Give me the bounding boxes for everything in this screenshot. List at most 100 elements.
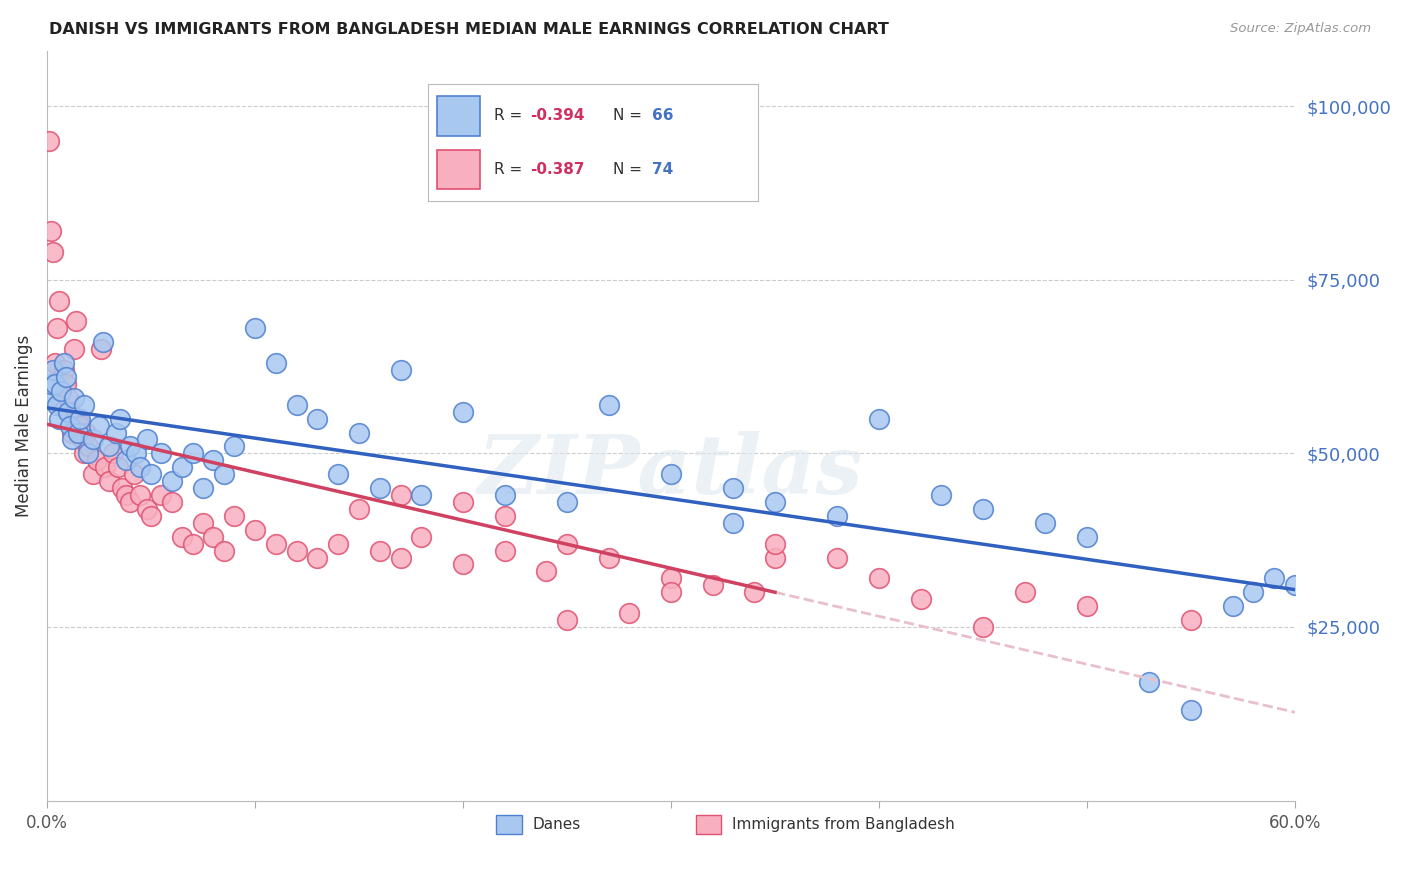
Point <box>181 536 204 550</box>
Point <box>56 391 79 405</box>
Point <box>107 460 129 475</box>
Point <box>191 516 214 530</box>
Point <box>763 536 786 550</box>
Point <box>451 558 474 572</box>
Y-axis label: Median Male Earnings: Median Male Earnings <box>15 334 32 516</box>
Point <box>264 536 287 550</box>
Point <box>120 495 142 509</box>
Point <box>555 495 578 509</box>
Point <box>115 453 138 467</box>
Point <box>150 446 173 460</box>
Point <box>51 384 73 398</box>
Point <box>77 439 100 453</box>
Point <box>82 467 104 482</box>
Point <box>125 446 148 460</box>
Point <box>172 460 194 475</box>
Point <box>60 425 83 440</box>
Point <box>44 356 66 370</box>
Point <box>1241 585 1264 599</box>
Point <box>411 488 433 502</box>
Text: Source: ZipAtlas.com: Source: ZipAtlas.com <box>1230 22 1371 36</box>
Point <box>108 411 131 425</box>
Point <box>763 495 786 509</box>
Point <box>59 405 82 419</box>
Point <box>67 411 90 425</box>
Point <box>307 411 329 425</box>
Point <box>135 433 157 447</box>
Point <box>46 398 69 412</box>
Point <box>389 550 412 565</box>
Point <box>122 467 145 482</box>
Point <box>42 363 65 377</box>
Point <box>972 502 994 516</box>
Point <box>326 536 349 550</box>
Point <box>56 405 79 419</box>
Point <box>827 550 849 565</box>
Point <box>224 439 246 453</box>
Point <box>55 370 77 384</box>
Point <box>224 508 246 523</box>
Point <box>59 418 82 433</box>
Point <box>48 411 70 425</box>
Point <box>619 606 641 620</box>
Point <box>212 467 235 482</box>
Text: ZIPatlas: ZIPatlas <box>478 431 863 510</box>
Point <box>1180 703 1202 717</box>
Point <box>243 321 266 335</box>
Point <box>494 508 516 523</box>
Point <box>120 439 142 453</box>
Point <box>98 474 121 488</box>
Point <box>65 314 87 328</box>
Text: DANISH VS IMMIGRANTS FROM BANGLADESH MEDIAN MALE EARNINGS CORRELATION CHART: DANISH VS IMMIGRANTS FROM BANGLADESH MED… <box>49 22 889 37</box>
Point <box>723 516 745 530</box>
Point <box>285 543 308 558</box>
Point <box>86 453 108 467</box>
Point <box>659 467 682 482</box>
Point <box>659 571 682 585</box>
Point <box>135 502 157 516</box>
Point <box>910 592 932 607</box>
Point <box>104 425 127 440</box>
Point <box>129 460 152 475</box>
Point <box>191 481 214 495</box>
Point <box>38 391 60 405</box>
Point <box>73 398 96 412</box>
Point <box>931 488 953 502</box>
Point <box>139 467 162 482</box>
Point <box>1035 516 1057 530</box>
Point <box>347 502 370 516</box>
Point <box>115 488 138 502</box>
Point <box>659 585 682 599</box>
Point <box>972 620 994 634</box>
Point <box>172 530 194 544</box>
Point <box>63 391 86 405</box>
Point <box>51 398 73 412</box>
Point <box>87 418 110 433</box>
Point <box>69 418 91 433</box>
Text: Danes: Danes <box>533 817 581 832</box>
Point <box>52 356 75 370</box>
Point <box>451 495 474 509</box>
Point <box>368 481 391 495</box>
Point <box>827 508 849 523</box>
Point <box>494 543 516 558</box>
Point <box>38 134 60 148</box>
Text: Immigrants from Bangladesh: Immigrants from Bangladesh <box>733 817 955 832</box>
Point <box>1284 578 1306 592</box>
Point <box>111 481 134 495</box>
Point <box>742 585 765 599</box>
Point <box>307 550 329 565</box>
Point <box>129 488 152 502</box>
Point <box>702 578 724 592</box>
Point <box>160 495 183 509</box>
Point <box>48 293 70 308</box>
Point <box>44 376 66 391</box>
Point <box>77 446 100 460</box>
Point <box>202 453 225 467</box>
Point <box>94 460 117 475</box>
Point <box>103 446 125 460</box>
Point <box>389 488 412 502</box>
Point <box>868 571 890 585</box>
Point <box>763 550 786 565</box>
Point <box>73 446 96 460</box>
